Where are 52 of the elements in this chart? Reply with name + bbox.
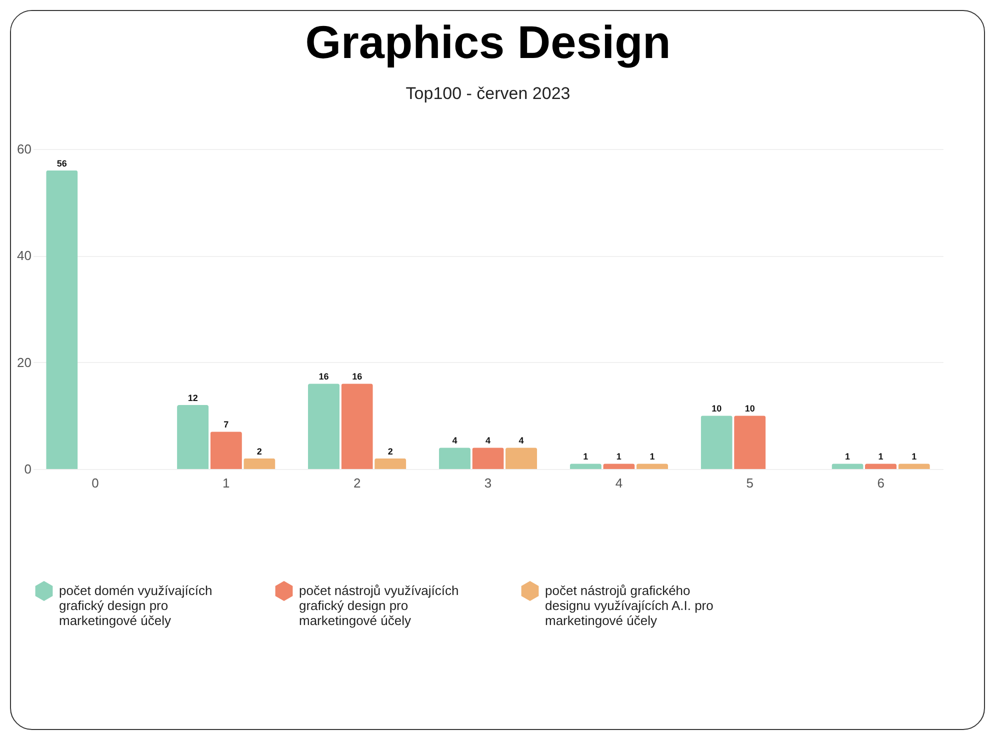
chart-subtitle: Top100 - červen 2023 [406,84,570,103]
bar [832,464,864,469]
data-label: 7 [224,420,229,430]
bar [898,464,930,469]
bar [570,464,602,469]
data-label: 2 [388,446,393,456]
data-label: 2 [256,446,262,456]
legend-label: počet nástrojů využívajících grafický design pro marketingové účely [299,583,459,628]
data-label: 1 [583,452,588,462]
bar [603,464,635,469]
bar [505,448,538,469]
x-tick-label: 1 [222,476,230,490]
x-tick-label: 4 [615,476,623,490]
x-tick-label: 6 [877,476,884,490]
bar [636,464,668,469]
bar [472,448,504,469]
data-label: 4 [518,436,524,446]
data-label: 1 [616,452,622,462]
data-label: 1 [878,452,884,462]
bar [177,405,209,469]
data-label: 4 [452,436,458,446]
data-label: 1 [845,452,850,462]
bar [341,384,373,469]
data-label: 10 [712,404,722,414]
legend-label: počet nástrojů grafického designu využívajících A.I. pro marketingové účely [545,583,714,628]
data-label: 56 [56,158,67,168]
data-label: 10 [744,404,755,414]
y-tick-label: 40 [17,248,32,264]
bar [700,416,732,469]
x-tick-label: 3 [484,476,492,490]
bar [308,384,340,469]
bar [734,416,766,469]
bar [244,458,276,469]
data-label: 12 [188,393,198,403]
x-tick-label: 0 [92,476,99,490]
bar [438,448,471,469]
chart-title: Graphics Design [305,16,671,68]
legend-label: počet domén využívajících grafický design pro marketingové účely [59,583,212,628]
y-tick-label: 60 [17,142,32,156]
data-label: 1 [912,452,917,462]
bar [374,458,406,469]
data-label: 1 [650,452,655,462]
bar [46,170,78,469]
x-tick-label: 5 [746,476,754,490]
x-tick-label: 2 [353,476,361,490]
y-tick-label: 20 [17,354,32,370]
data-label: 4 [485,436,491,446]
data-label: 16 [352,372,362,382]
data-label: 16 [318,372,329,382]
y-tick-label: 0 [24,462,32,476]
bar [210,432,242,469]
bar [864,464,897,469]
